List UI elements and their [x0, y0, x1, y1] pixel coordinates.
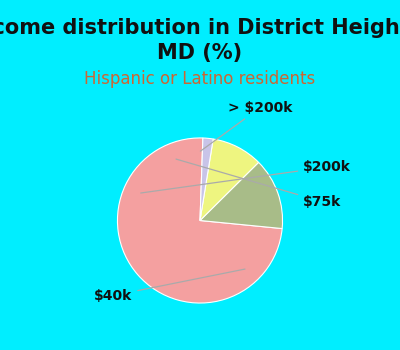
Wedge shape [200, 138, 213, 220]
Wedge shape [200, 162, 282, 229]
Wedge shape [118, 138, 282, 303]
Text: $200k: $200k [141, 160, 351, 193]
Text: Income distribution in District Heights,
MD (%): Income distribution in District Heights,… [0, 18, 400, 63]
Wedge shape [200, 139, 258, 220]
Text: Hispanic or Latino residents: Hispanic or Latino residents [84, 70, 316, 88]
Text: $75k: $75k [176, 159, 342, 209]
Text: $40k: $40k [94, 269, 245, 302]
Text: > $200k: > $200k [200, 100, 292, 151]
